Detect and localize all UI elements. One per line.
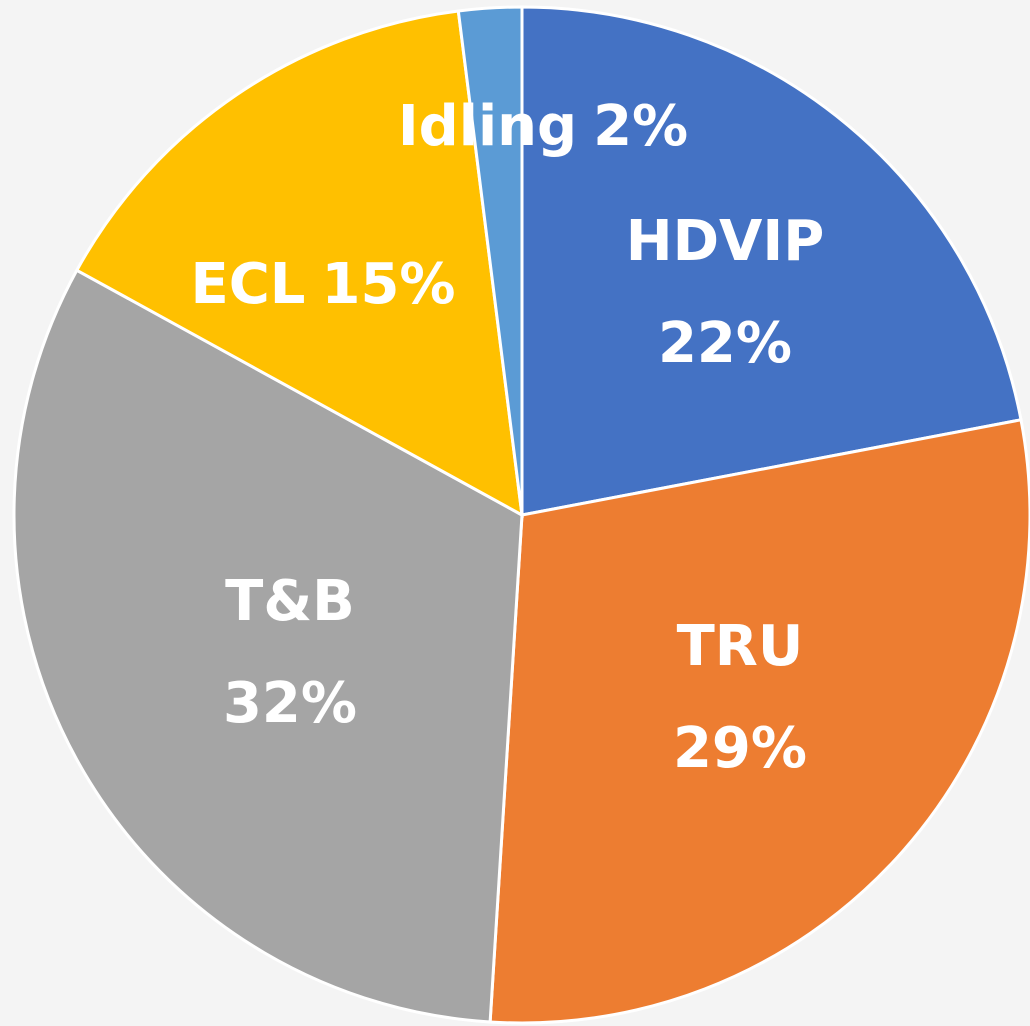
slice-label: Idling 2% xyxy=(398,94,688,159)
slice-value-label: 15% xyxy=(322,252,456,317)
pie-slice xyxy=(12,268,524,1024)
slice-category: Idling xyxy=(398,94,577,159)
slice-category: ECL xyxy=(190,252,305,317)
slice-label: T&B xyxy=(225,569,355,634)
slice-label: ECL 15% xyxy=(190,252,455,317)
slice-value-label: 32% xyxy=(223,671,357,736)
pie-slice xyxy=(456,5,524,516)
slice-value-label: 2% xyxy=(593,94,688,159)
slice-value-label: 29% xyxy=(673,716,807,781)
pie-slice xyxy=(488,418,1030,1025)
slice-label: TRU xyxy=(677,614,804,679)
slice-label: HDVIP xyxy=(626,209,825,274)
slice-value-label: 22% xyxy=(658,311,792,376)
pie-slice xyxy=(520,5,1023,517)
pie-slice xyxy=(74,9,524,518)
